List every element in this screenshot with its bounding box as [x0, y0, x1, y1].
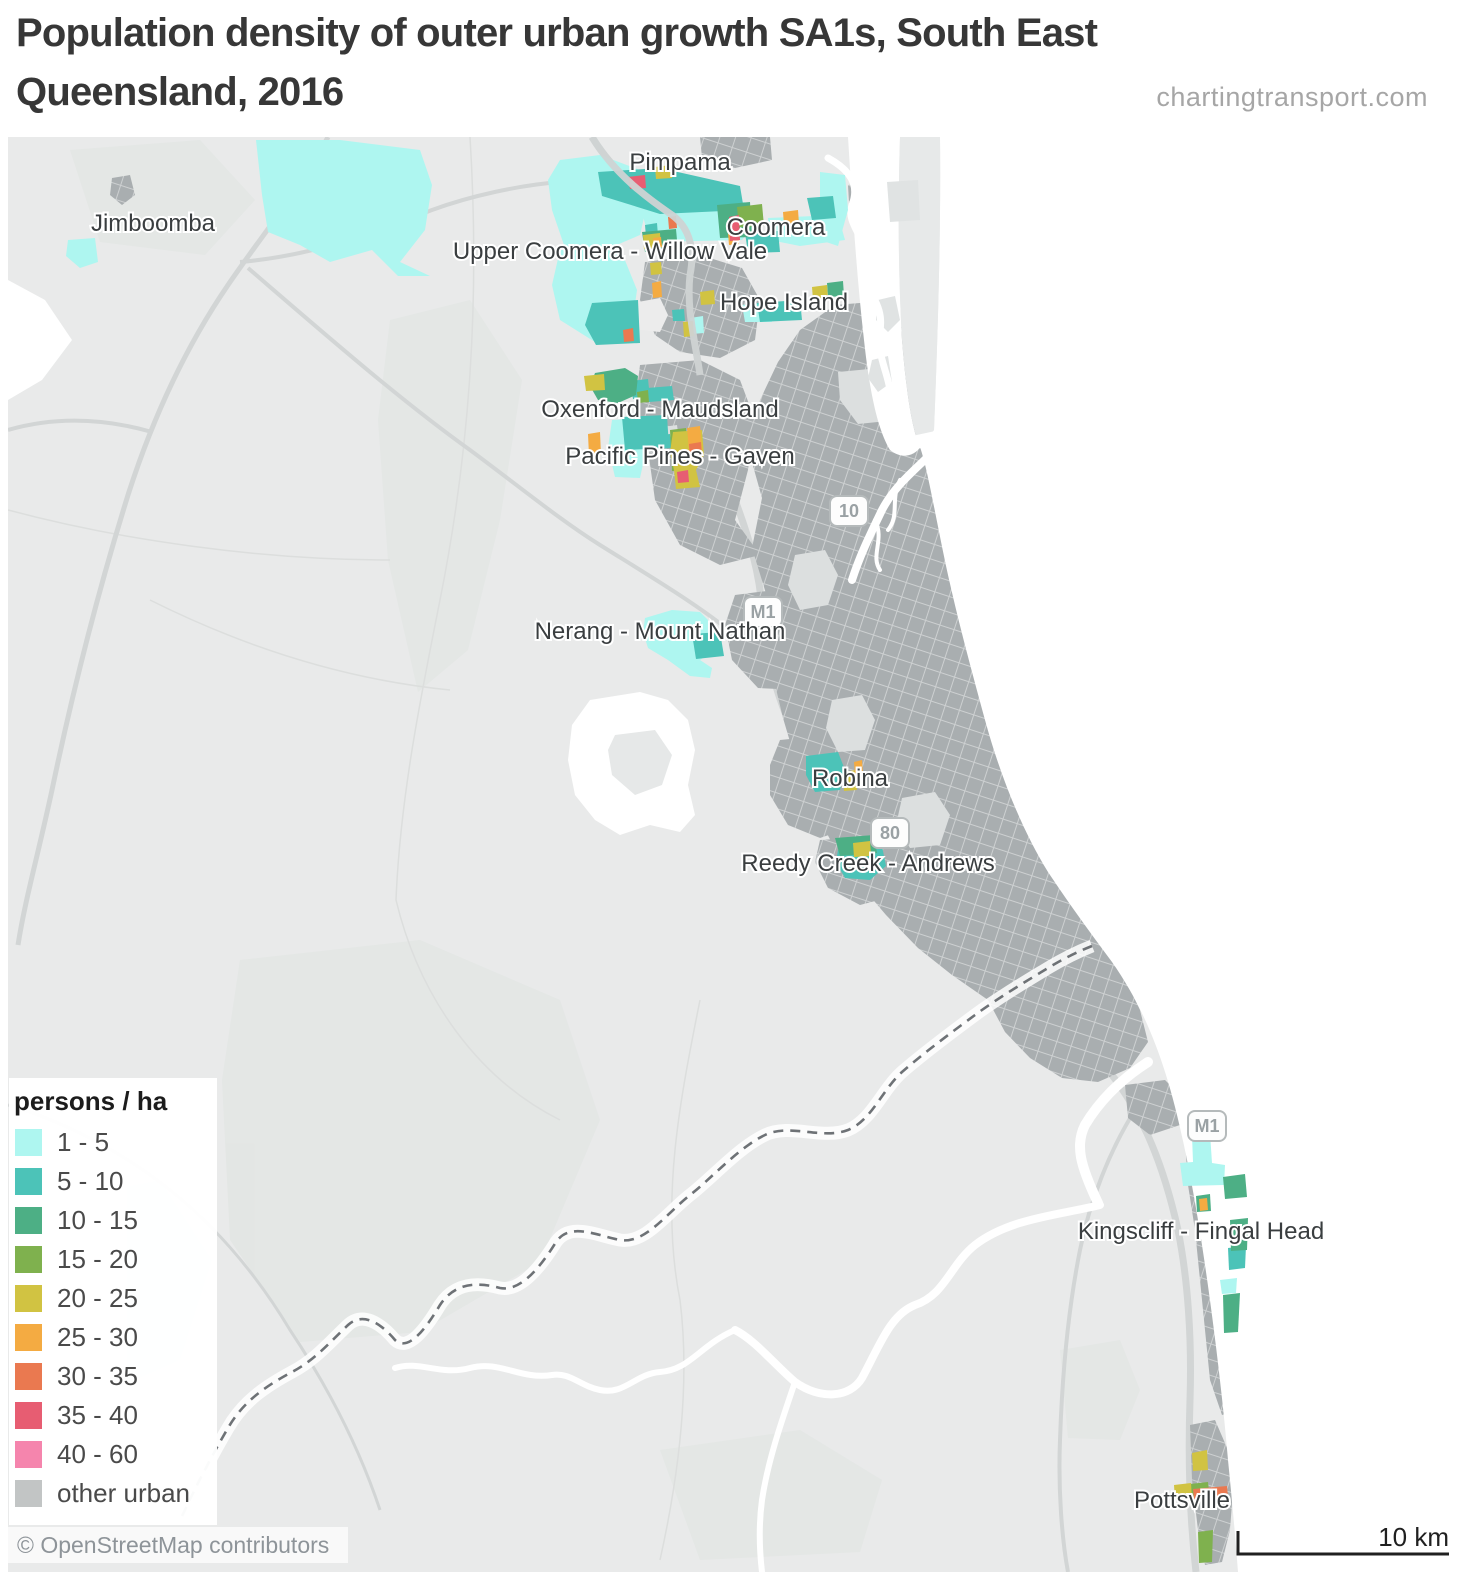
label-coomera: Coomera: [727, 214, 826, 241]
legend-swatch-35-40: [15, 1402, 42, 1429]
legend-swatch-other-urban: [15, 1480, 42, 1507]
map-layers: 10 M1 80 M1 Pimpama Jimboomba Coomera Up…: [8, 137, 1466, 1572]
seaway: [912, 430, 942, 450]
rivers: [392, 154, 1153, 1572]
legend-item-20-25: 20 - 25: [9, 1279, 217, 1318]
road-shield-m1-kingscliff: M1: [1187, 1110, 1227, 1142]
svg-text:M1: M1: [1194, 1116, 1219, 1136]
golf-course: [632, 298, 668, 332]
sa1-density-35-40[interactable]: [628, 175, 740, 483]
legend-item-15-20: 15 - 20: [9, 1240, 217, 1279]
lake-island: [608, 730, 672, 795]
road-shield-m1-nerang: M1: [743, 596, 783, 628]
legend-item-25-30: 25 - 30: [9, 1318, 217, 1357]
legend-item-10-15: 10 - 15: [9, 1201, 217, 1240]
label-robina: Robina: [812, 765, 889, 792]
label-pottsville: Pottsville: [1134, 1487, 1230, 1514]
label-oxenford: Oxenford - Maudsland: [541, 396, 778, 423]
river-west: [8, 280, 72, 400]
page-title: Population density of outer urban growth…: [16, 4, 1098, 122]
label-hope-island: Hope Island: [720, 289, 848, 316]
label-pimpama: Pimpama: [629, 149, 731, 176]
svg-text:10: 10: [839, 501, 859, 521]
header: Population density of outer urban growth…: [0, 0, 1474, 137]
label-pacific-pines: Pacific Pines - Gaven: [565, 443, 794, 470]
label-nerang: Nerang - Mount Nathan: [535, 618, 786, 645]
legend-title: persons / ha: [14, 1086, 168, 1116]
place-labels: Pimpama Jimboomba Coomera Upper Coomera …: [89, 147, 1326, 1516]
road-shield-80: 80: [870, 817, 910, 849]
legend-swatch-5-10: [15, 1168, 42, 1195]
legend-item-1-5: 1 - 5: [9, 1123, 217, 1162]
sa1-density-30-35[interactable]: [623, 216, 1228, 1499]
road-shield-10: 10: [829, 495, 869, 527]
motorway-overlay: [589, 137, 704, 376]
label-jimboomba: Jimboomba: [91, 210, 216, 237]
legend-item-40-60: 40 - 60: [9, 1435, 217, 1474]
label-kingscliff: Kingscliff - Fingal Head: [1078, 1218, 1324, 1245]
ocean: [920, 137, 1466, 1572]
label-upper-coomera: Upper Coomera - Willow Vale: [453, 238, 767, 265]
legend-swatch-10-15: [15, 1207, 42, 1234]
boundary-lines: [8, 137, 701, 1561]
label-reedy-creek: Reedy Creek - Andrews: [741, 850, 994, 877]
legend-item-35-40: 35 - 40: [9, 1396, 217, 1435]
attribution: © OpenStreetMap contributors: [8, 1527, 348, 1563]
title-line-2: Queensland, 2016: [16, 70, 344, 114]
legend-swatch-1-5: [15, 1129, 42, 1156]
legend-item-other-urban: other urban: [9, 1474, 217, 1513]
legend-swatch-40-60: [15, 1441, 42, 1468]
legend-swatch-30-35: [15, 1363, 42, 1390]
legend-item-5-10: 5 - 10: [9, 1162, 217, 1201]
svg-text:M1: M1: [750, 602, 775, 622]
legend-swatch-15-20: [15, 1246, 42, 1273]
broadwater: [848, 137, 920, 456]
scale-bar-label: 10 km: [1378, 1522, 1449, 1552]
legend: persons / ha 1 - 5 5 - 10 10 - 15 15 - 2…: [9, 1078, 217, 1525]
urban-parks: [663, 368, 950, 848]
state-border: [176, 939, 1095, 1519]
watermark: chartingtransport.com: [1156, 82, 1428, 112]
svg-text:80: 80: [880, 823, 900, 843]
title-line-1: Population density of outer urban growth…: [16, 11, 1098, 55]
legend-swatch-20-25: [15, 1285, 42, 1312]
legend-item-30-35: 30 - 35: [9, 1357, 217, 1396]
scale-bar: 10 km: [1236, 1522, 1449, 1556]
legend-swatch-25-30: [15, 1324, 42, 1351]
